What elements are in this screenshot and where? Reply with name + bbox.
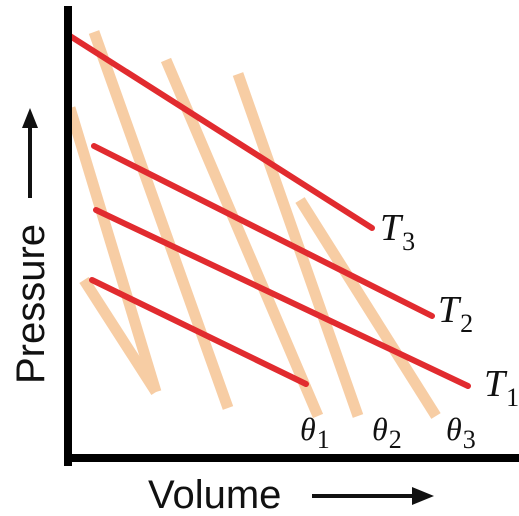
temperature-label-2: T2	[438, 289, 473, 338]
theta-label-3: θ3	[446, 411, 476, 454]
temperature-line-0	[89, 277, 309, 387]
x-axis-label: Volume	[148, 473, 281, 516]
y-axis-label-group: Pressure	[9, 108, 53, 384]
theta-label-2: θ2	[372, 411, 402, 454]
theta-label-1: θ1	[300, 411, 330, 454]
theta-line-extra-bottom	[79, 277, 161, 395]
theta-line-group	[64, 30, 441, 419]
x-axis-label-group: Volume	[148, 473, 434, 516]
temperature-line-1	[93, 207, 471, 389]
theta-line-extra-left	[64, 106, 162, 394]
temperature-label-3: T3	[380, 207, 415, 256]
axes	[64, 6, 519, 466]
y-axis-label: Pressure	[9, 224, 53, 384]
theta-line-mid-a	[88, 30, 234, 410]
temperature-line-2	[91, 143, 435, 319]
temperature-line-group	[67, 33, 471, 389]
temperature-label-1: T1	[484, 363, 519, 412]
temperature-line-3	[67, 33, 375, 231]
theta-line-1	[160, 57, 324, 419]
theta-line-2	[232, 72, 364, 418]
y-axis-arrow-icon	[22, 108, 38, 128]
theta-line-3	[295, 197, 441, 419]
x-axis-arrow-icon	[412, 487, 434, 505]
